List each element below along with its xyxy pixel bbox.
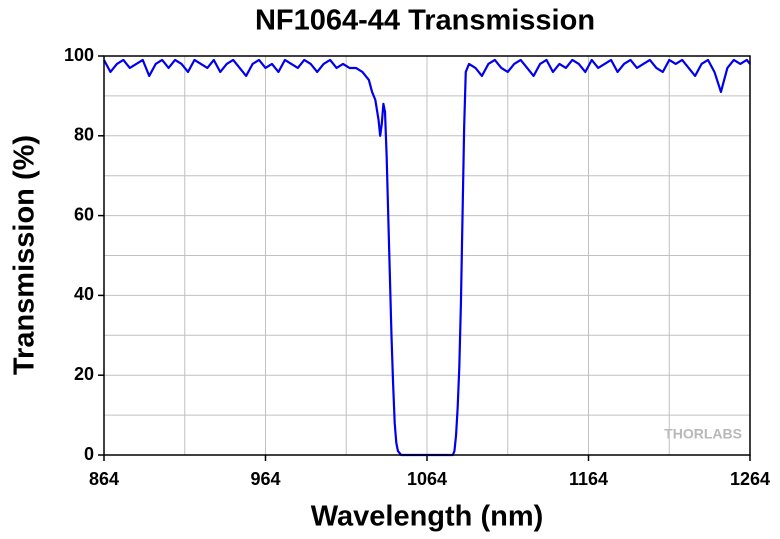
x-tick-label: 1064	[407, 469, 447, 489]
plot-frame	[103, 55, 751, 456]
x-axis-label: Wavelength (nm)	[311, 501, 544, 533]
y-tick-label: 0	[84, 444, 94, 464]
y-tick-label: 20	[74, 364, 94, 384]
y-tick-label: 100	[64, 45, 94, 65]
x-tick-label: 1164	[569, 469, 608, 489]
y-tick-label: 60	[74, 204, 94, 224]
y-tick-label: 80	[74, 125, 94, 145]
x-tick-label: 964	[250, 469, 280, 489]
y-tick-label: 40	[74, 284, 94, 304]
x-tick-label: 864	[89, 469, 119, 489]
watermark: THORLABS	[664, 426, 742, 442]
y-axis-label: Transmission (%)	[9, 135, 41, 375]
chart-title: NF1064-44 Transmission	[255, 5, 595, 37]
x-tick-label: 1264	[730, 469, 770, 489]
